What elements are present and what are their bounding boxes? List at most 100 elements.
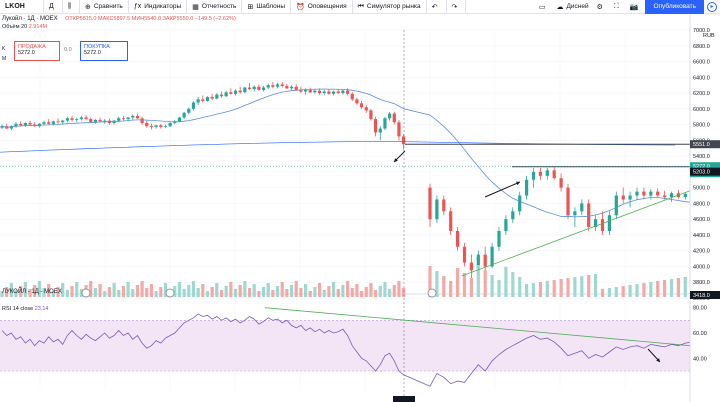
volume-bar [449, 281, 453, 297]
candle-body [42, 122, 46, 124]
candle-body [121, 118, 126, 120]
toolbar-item-label: Шаблоны [256, 3, 286, 10]
volume-bar [205, 291, 210, 297]
alert-icon: ⏰ [296, 3, 305, 11]
candle-body [215, 94, 219, 99]
volume-bar [140, 281, 144, 297]
candle-body [327, 91, 331, 94]
volume-bar [299, 288, 303, 297]
candle-body [621, 195, 625, 200]
candle-body [392, 113, 396, 123]
candle-body [600, 219, 605, 231]
candle-body [669, 193, 674, 198]
candle-body [61, 120, 65, 123]
price-tick-label: 6600.0 [693, 60, 710, 66]
volume-bar [117, 290, 121, 297]
candle-body [552, 170, 556, 179]
volume-bar [229, 282, 233, 297]
candle-body [345, 90, 350, 94]
price-axis-bg [690, 15, 720, 402]
candle-body [103, 120, 107, 122]
candle-body [84, 117, 88, 120]
event-marker-icon [427, 288, 437, 298]
trend-line [461, 190, 691, 277]
toolbar-item-alert[interactable]: ⏰ Оповещения [291, 0, 353, 14]
camera-icon: 📷 [629, 3, 639, 11]
volume-bar [103, 291, 107, 297]
toolbar-item-redo[interactable]: ↷ [447, 0, 467, 14]
toolbar-item-replay[interactable]: ⏮ Симулятор рынка [353, 0, 427, 14]
sell-button[interactable]: ПРОДАЖА 5272.0 [14, 41, 60, 61]
volume-bar [98, 284, 102, 297]
templates-icon: ⊞ [247, 3, 254, 11]
sell-price: 5272.0 [18, 50, 35, 56]
toolbar-item-label: Сравнить [93, 3, 123, 10]
candle-body [607, 215, 611, 231]
play-icon[interactable]: ▸ [707, 1, 717, 12]
toolbar-item-templates[interactable]: ⊞ Шаблоны [242, 0, 292, 14]
volume-bar [79, 289, 83, 297]
candle-body [187, 108, 191, 113]
volume-bar [112, 283, 116, 297]
redo-icon: ↷ [451, 3, 458, 11]
candle-body [456, 231, 460, 247]
volume-bar [159, 287, 163, 297]
candle-body [257, 86, 261, 90]
toolbar-item-label: Оповещения [307, 3, 347, 10]
candle-body [642, 191, 646, 196]
volume-bar [462, 273, 467, 297]
candle-body [317, 90, 322, 94]
rsi-band [0, 320, 690, 371]
volume-bar [19, 286, 23, 297]
candle-body [275, 84, 280, 87]
volume-bar [359, 291, 364, 297]
volume-bar [383, 282, 387, 297]
candle-body [442, 199, 446, 212]
volume-bar [131, 289, 135, 297]
toolbar-item-reports[interactable]: ▦ Отчетность [187, 0, 243, 14]
candle-body [51, 121, 55, 124]
volume-bar [552, 280, 556, 297]
legend-title: Лукойл · 1Д · MOEX [2, 16, 58, 22]
volume-bar [538, 282, 542, 297]
candle-body [635, 191, 639, 196]
level-price-tag-bg [690, 140, 720, 149]
toolbar-right-camera[interactable]: 📷 [626, 0, 646, 14]
candle-body [229, 92, 233, 94]
layout-icon: ▭ [538, 3, 546, 11]
candle-body [163, 126, 168, 127]
volume-bar [126, 282, 130, 297]
candle-body [388, 113, 392, 119]
volume-bar [42, 288, 46, 297]
volume-bar [308, 291, 312, 297]
toolbar-item-candles[interactable]: ⫼ [63, 0, 80, 14]
toolbar-item-undo[interactable]: ↶ [427, 0, 447, 14]
volume-bar [683, 277, 687, 297]
buy-button[interactable]: ПОКУПКА 5272.0 [80, 41, 128, 61]
candle-body [28, 123, 32, 125]
candle-body [75, 119, 79, 120]
candle-body [135, 115, 140, 119]
side-marks: K M [2, 44, 6, 64]
publish-label: Опубликовать [653, 3, 696, 10]
symbol-search[interactable]: LKOH [0, 0, 44, 14]
publish-button[interactable]: Опубликовать [645, 0, 704, 14]
volume-bar [37, 281, 41, 297]
volume-bar [336, 289, 340, 297]
volume-bar [518, 277, 522, 297]
toolbar-item-indicators[interactable]: ƒx Индикаторы [129, 0, 188, 14]
side-mark-m: M [2, 56, 7, 62]
toolbar-right-cloud[interactable]: ☁ Дисней [552, 0, 592, 14]
toolbar-item-pencil[interactable]: Д [44, 0, 63, 14]
toolbar-item-label: Индикаторы [144, 3, 182, 10]
toolbar-right-settings[interactable]: ⚙ [593, 0, 610, 14]
toolbar-item-plus[interactable]: ⊕ Сравнить [80, 0, 129, 14]
crosshair-date-badge [393, 396, 415, 402]
candle-body [538, 171, 542, 176]
candle-body [313, 90, 317, 93]
candle-body [449, 211, 453, 231]
volume-bar [93, 288, 97, 297]
toolbar-right-layout[interactable]: ▭ [535, 0, 553, 14]
toolbar-right-fullscreen[interactable]: ⛶ [610, 0, 626, 14]
